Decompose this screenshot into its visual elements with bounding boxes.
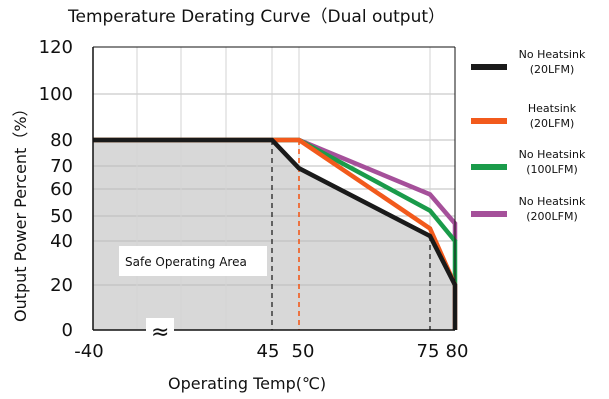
y-tick-label: 40 xyxy=(50,231,73,252)
legend-label: No Heatsink xyxy=(519,195,586,208)
y-tick-label: 100 xyxy=(39,84,73,105)
x-tick-label: 75 xyxy=(417,341,440,362)
legend-sublabel: (20LFM) xyxy=(530,63,575,76)
y-tick-label: 50 xyxy=(50,206,73,227)
area-label-box xyxy=(119,246,267,276)
y-tick-label: 80 xyxy=(50,130,73,151)
legend-label: No Heatsink xyxy=(519,48,586,61)
y-tick-label: 20 xyxy=(50,275,73,296)
x-tick-label: 50 xyxy=(292,341,315,362)
legend-sublabel: (20LFM) xyxy=(530,117,575,130)
y-tick-label: 70 xyxy=(50,156,73,177)
plot-area: Safe Operating Area xyxy=(93,46,458,330)
x-tick-label: 45 xyxy=(257,341,280,362)
axis-break-icon: ≈ xyxy=(151,320,169,345)
x-axis-label: Operating Temp(℃) xyxy=(168,374,326,393)
x-tick-label: 80 xyxy=(446,341,469,362)
safe-operating-area xyxy=(93,140,455,330)
legend-sublabel: (200LFM) xyxy=(526,210,578,223)
legend: No Heatsink (20LFM) Heatsink (20LFM) No Heat… xyxy=(471,48,586,223)
legend-label: Heatsink xyxy=(528,102,577,115)
y-tick-label: 0 xyxy=(62,320,73,341)
legend-label: No Heatsink xyxy=(519,148,586,161)
axis-break-gap xyxy=(146,318,174,340)
y-axis-label: Output Power Percent（%） xyxy=(11,100,30,322)
y-tick-label: 60 xyxy=(50,179,73,200)
x-tick-label: -40 xyxy=(74,341,103,362)
area-label: Safe Operating Area xyxy=(125,255,247,269)
chart-title: Temperature Derating Curve（Dual output） xyxy=(67,7,445,27)
y-tick-label: 120 xyxy=(39,37,73,58)
legend-sublabel: (100LFM) xyxy=(526,163,578,176)
